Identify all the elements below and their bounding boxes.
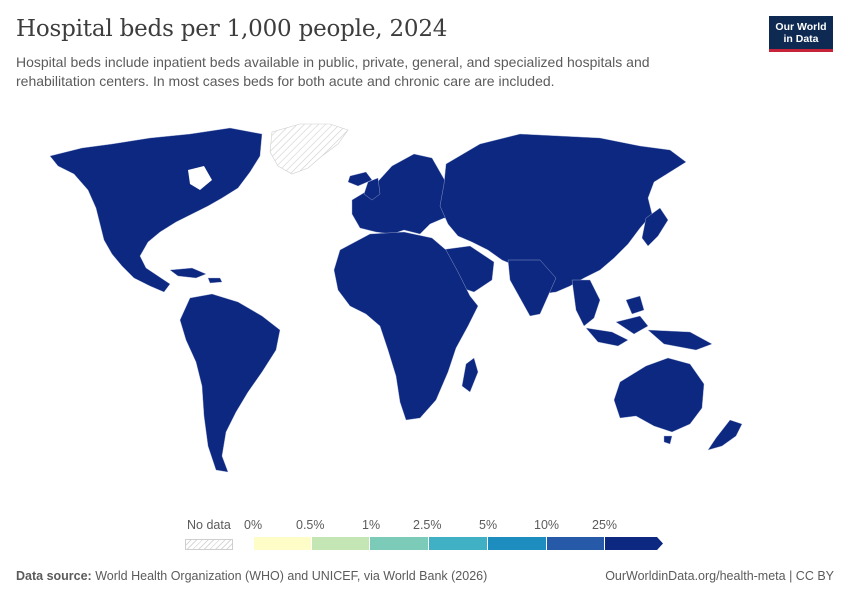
legend-swatch-25-plus[interactable] <box>605 537 665 550</box>
new-zealand-region[interactable] <box>707 419 743 451</box>
legend-tick-label: 10% <box>534 518 560 532</box>
legend-tick-label: 2.5% <box>413 518 442 532</box>
australia-region[interactable] <box>613 357 705 433</box>
owid-logo[interactable]: Our World in Data <box>769 16 833 52</box>
world-map[interactable] <box>0 110 850 490</box>
footer-link[interactable]: OurWorldinData.org/health-meta | CC BY <box>605 569 834 583</box>
legend-swatch-10-25[interactable] <box>547 537 605 550</box>
caribbean-region[interactable] <box>169 267 207 279</box>
legend-tick-label: 1% <box>362 518 381 532</box>
north-america-region[interactable] <box>49 127 263 293</box>
iceland-region[interactable] <box>347 171 373 187</box>
legend-tick-label: 0.5% <box>296 518 325 532</box>
legend-no-data-label: No data <box>187 518 231 532</box>
legend-swatch-1-2.5[interactable] <box>370 537 429 550</box>
japan-region[interactable] <box>641 207 669 247</box>
indonesia-region[interactable] <box>585 327 629 347</box>
legend-swatch-0-0.5[interactable] <box>254 537 312 550</box>
map-legend: No data 0% 0.5% 1% 2.5% 5% 10% 25% <box>0 515 850 555</box>
chart-subtitle: Hospital beds include inpatient beds ava… <box>16 54 650 89</box>
legend-tick-label: 0% <box>244 518 263 532</box>
legend-swatch-0.5-1[interactable] <box>312 537 370 550</box>
chart-title: Hospital beds per 1,000 people, 2024 <box>16 16 448 42</box>
logo-line-1: Our World <box>775 20 827 33</box>
africa-region[interactable] <box>333 231 479 421</box>
legend-no-data-swatch[interactable] <box>185 539 233 550</box>
greenland-region[interactable] <box>269 123 349 175</box>
legend-swatch-2.5-5[interactable] <box>429 537 488 550</box>
data-source-label: Data source: <box>16 569 92 583</box>
asia-region[interactable] <box>439 133 687 295</box>
data-source-text: World Health Organization (WHO) and UNIC… <box>95 569 488 583</box>
legend-swatch-5-10[interactable] <box>488 537 547 550</box>
south-america-region[interactable] <box>179 293 281 473</box>
logo-line-2: in Data <box>783 32 819 45</box>
legend-tick-label: 25% <box>592 518 618 532</box>
legend-tick-label: 5% <box>479 518 498 532</box>
data-source: Data source: World Health Organization (… <box>16 569 487 583</box>
